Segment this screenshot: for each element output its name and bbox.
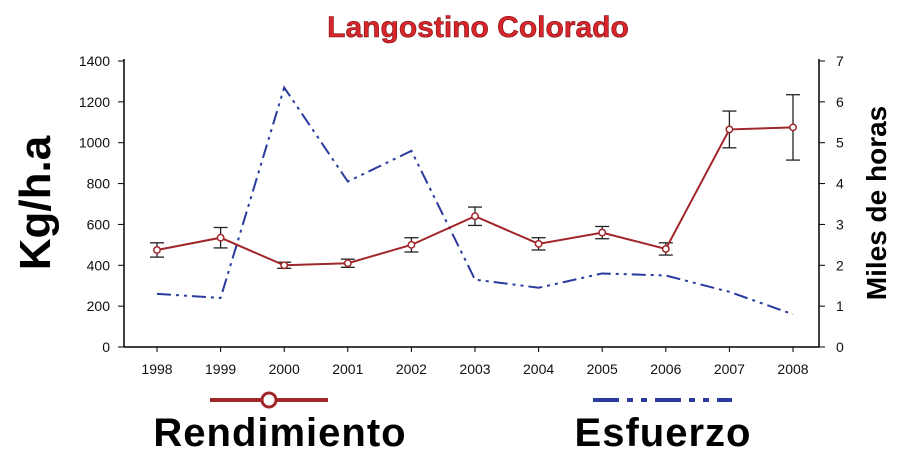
right-tick-label: 6: [836, 94, 844, 110]
left-y-axis-label: Kg/h.a: [11, 135, 60, 270]
series-rendimiento: [150, 94, 800, 270]
rendimiento-point: [789, 123, 797, 132]
legend-label-esfuerzo: Esfuerzo: [575, 411, 752, 451]
x-tick-label: 1999: [205, 361, 236, 377]
right-tick-label: 7: [836, 53, 844, 69]
right-tick-label: 2: [836, 257, 844, 273]
rendimiento-point: [216, 233, 225, 242]
rendimiento-point: [725, 125, 734, 134]
x-tick-label: 2000: [269, 361, 300, 377]
left-tick-label: 0: [102, 339, 110, 355]
left-tick-label: 1000: [79, 135, 110, 151]
rendimiento-line: [156, 126, 794, 267]
rendimiento-point: [407, 240, 416, 249]
left-tick-label: 1200: [79, 94, 110, 110]
x-tick-label: 2004: [523, 361, 554, 377]
right-tick-label: 1: [836, 298, 844, 314]
series-esfuerzo: [156, 85, 794, 316]
left-y-ticks: 0 200 400 600 800 1000 1200 1400: [79, 53, 124, 355]
right-tick-label: 3: [836, 216, 844, 232]
x-tick-label: 2001: [332, 361, 363, 377]
left-tick-label: 200: [87, 298, 111, 314]
esfuerzo-line: [156, 85, 794, 316]
rendimiento-point: [280, 261, 289, 270]
legend-label-rendimiento: Rendimiento: [153, 411, 406, 451]
right-tick-label: 5: [836, 135, 844, 151]
legend-marker-rendimiento: [260, 391, 278, 409]
right-y-ticks: 0 1 2 3 4 5 6 7: [819, 53, 844, 355]
x-tick-label: 2003: [459, 361, 490, 377]
legend: Rendimiento Esfuerzo: [153, 391, 752, 451]
right-y-axis-label: Miles de horas: [861, 106, 892, 301]
right-tick-label: 4: [836, 176, 844, 192]
x-tick-label: 2007: [714, 361, 745, 377]
x-ticks: 1998 1999 2000 2001 2002 2003 2004 2005 2006 2007…: [141, 347, 809, 377]
x-tick-label: 2005: [587, 361, 618, 377]
x-tick-label: 2008: [777, 361, 808, 377]
left-tick-label: 800: [87, 176, 111, 192]
right-tick-label: 0: [836, 339, 844, 355]
x-tick-label: 1998: [141, 361, 172, 377]
left-tick-label: 600: [87, 216, 111, 232]
rendimiento-point: [534, 239, 543, 248]
rendimiento-point: [598, 228, 607, 237]
left-tick-label: 1400: [79, 53, 110, 69]
rendimiento-point: [661, 244, 670, 253]
left-tick-label: 400: [87, 257, 111, 273]
rendimiento-point: [153, 246, 161, 254]
x-tick-label: 2006: [650, 361, 681, 377]
rendimiento-point: [471, 212, 479, 221]
x-tick-label: 2002: [396, 361, 427, 377]
chart-title: Langostino Colorado: [327, 11, 629, 44]
rendimiento-point: [343, 259, 352, 268]
